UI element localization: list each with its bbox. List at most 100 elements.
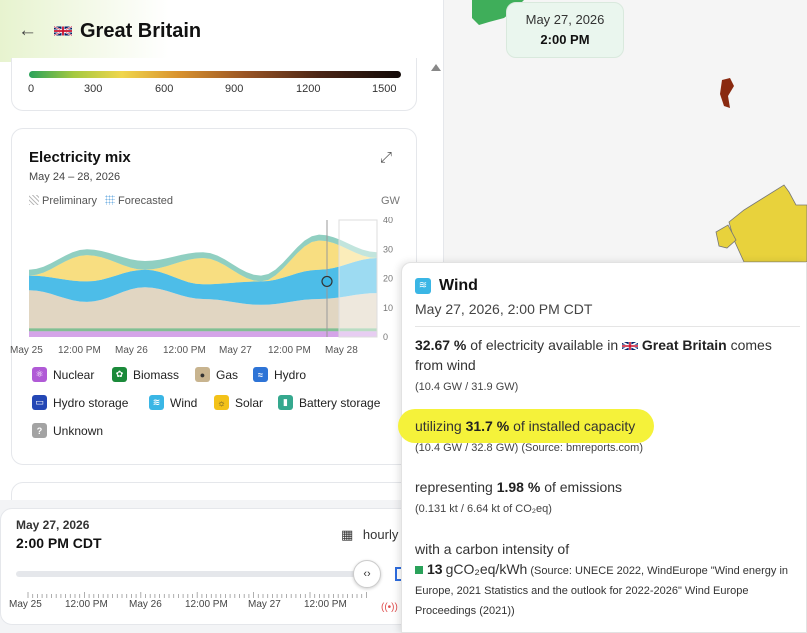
back-button[interactable]: ←	[18, 20, 40, 42]
divider	[415, 326, 800, 327]
share-detail: (10.4 GW / 31.9 GW)	[415, 381, 519, 393]
selected-date: May 27, 2026	[16, 518, 90, 532]
legend-biomass[interactable]: ✿ Biomass	[112, 367, 179, 382]
ci-unit: gCO₂eq/kWh	[445, 561, 528, 577]
live-icon[interactable]: ((•))	[381, 602, 398, 613]
y-tick-label: 30	[383, 244, 393, 254]
legend-hydro-storage[interactable]: ▭ Hydro storage	[32, 395, 128, 410]
legend-label: Gas	[216, 367, 239, 382]
legend-unknown[interactable]: ? Unknown	[32, 423, 103, 438]
legend-label: Wind	[170, 395, 198, 410]
ci-swatch	[415, 566, 423, 574]
map-svg	[472, 0, 807, 263]
waves-icon: ≈	[253, 367, 268, 382]
tooltip-title: Wind	[439, 277, 478, 294]
legend-wind[interactable]: ≋ Wind	[149, 395, 197, 410]
x-tick-label: May 26	[115, 345, 148, 356]
data-quality-legend: Preliminary Forecasted	[29, 195, 173, 207]
y-tick-label: 10	[383, 303, 393, 313]
ci-line: 13 gCO₂eq/kWh (Source: UNECE 2022, WindE…	[415, 559, 800, 621]
arrow-left-icon: ←	[18, 20, 37, 41]
forecasted-label: Forecasted	[118, 195, 174, 207]
legend-label: Nuclear	[53, 367, 95, 382]
tooltip-header: ≋ Wind	[415, 277, 478, 295]
y-tick-label: 40	[383, 217, 393, 225]
share-tail: comes from wind	[415, 337, 772, 373]
mix-date-range: May 24 – 28, 2026	[29, 171, 121, 183]
carbon-scale-card: 0 300 600 900 1200 1500	[11, 58, 417, 111]
util-pct: 31.7 %	[465, 418, 510, 434]
legend-solar[interactable]: ☼ Solar	[214, 395, 263, 410]
preliminary-legend: Preliminary	[29, 195, 97, 207]
scale-tick: 1500	[372, 83, 397, 95]
forecast-region	[338, 219, 378, 338]
range-bracket-icon	[395, 567, 403, 581]
selected-time: 2:00 PM CDT	[16, 535, 102, 551]
timeline-tick: May 27	[248, 599, 281, 610]
nuclear-icon: ⚛	[32, 367, 47, 382]
carbon-scale-gradient	[29, 71, 401, 78]
gas-icon: ●	[195, 367, 210, 382]
x-tick-label: 12:00 PM	[268, 345, 311, 356]
time-controller: May 27, 2026 2:00 PM CDT ▦ hourly ‹› May…	[0, 508, 444, 625]
battery-icon: ▮	[278, 395, 293, 410]
legend-hydro[interactable]: ≈ Hydro	[253, 367, 306, 382]
utilization-text: utilizing 31.7 % of installed capacity	[415, 416, 800, 436]
share-label: of electricity available in	[470, 337, 619, 353]
emis-suffix: of emissions	[544, 479, 623, 495]
interval-selector[interactable]: ▦ hourly	[341, 527, 398, 543]
wind-icon: ≋	[415, 278, 431, 294]
legend-label: Hydro storage	[53, 395, 129, 410]
slider-ticks	[27, 592, 367, 598]
leaf-icon: ✿	[112, 367, 127, 382]
dots-icon	[105, 195, 116, 205]
series-area-solar	[29, 240, 377, 285]
panel-header: ← Great Britain	[0, 0, 443, 62]
forecasted-legend: Forecasted	[105, 195, 173, 207]
mix-title: Electricity mix	[29, 149, 131, 166]
legend-nuclear[interactable]: ⚛ Nuclear	[32, 367, 94, 382]
selected-point[interactable]	[321, 275, 333, 288]
timeline-tick: May 26	[129, 599, 162, 610]
legend-label: Unknown	[53, 423, 104, 438]
mix-chart[interactable]: 40 30 20 10 0	[27, 217, 407, 347]
x-tick-label: May 25	[10, 345, 43, 356]
hydro-storage-icon: ▭	[32, 395, 47, 410]
legend-battery-storage[interactable]: ▮ Battery storage	[278, 395, 380, 410]
map-region-shetland[interactable]	[720, 78, 734, 108]
page-title: Great Britain	[80, 19, 202, 42]
electricity-mix-card: Electricity mix May 24 – 28, 2026 ⤢ Prel…	[10, 128, 417, 465]
wind-tooltip: ≋ Wind May 27, 2026, 2:00 PM CDT 32.67 %…	[398, 262, 807, 633]
legend-gas[interactable]: ● Gas	[195, 367, 238, 382]
series-area-nuclear	[29, 331, 377, 337]
map-time-badge: May 27, 2026 2:00 PM	[506, 2, 624, 58]
share-text: 32.67 % of electricity available in Grea…	[415, 335, 800, 375]
legend-label: Biomass	[133, 367, 180, 382]
emis-detail: (0.131 kt / 6.64 kt of CO₂eq)	[415, 503, 552, 515]
wind-icon: ≋	[149, 395, 164, 410]
series-area-battery-storage	[29, 234, 377, 282]
timeline-tick: May 25	[9, 599, 42, 610]
map-time: 2:00 PM	[540, 32, 590, 47]
map-region-scotland[interactable]	[728, 184, 807, 263]
emis-prefix: representing	[415, 479, 493, 495]
share-pct: 32.67 %	[415, 337, 467, 353]
scale-tick: 900	[225, 83, 244, 95]
y-tick-label: 0	[383, 332, 388, 342]
scroll-up-arrow[interactable]	[431, 64, 441, 71]
scale-tick: 1200	[296, 83, 321, 95]
unit-label: GW	[381, 195, 400, 207]
uk-flag-icon	[54, 25, 72, 37]
time-slider-handle[interactable]: ‹›	[353, 560, 381, 588]
emis-pct: 1.98 %	[496, 479, 541, 495]
map-region-hebrides[interactable]	[715, 224, 737, 249]
scale-tick: 0	[28, 83, 35, 95]
map-date: May 27, 2026	[525, 12, 605, 27]
expand-icon[interactable]: ⤢	[380, 149, 393, 166]
interval-label: hourly	[362, 527, 399, 542]
emissions-text: representing 1.98 % of emissions	[415, 477, 800, 497]
time-slider-track[interactable]	[16, 571, 376, 577]
legend-label: Solar	[235, 395, 264, 410]
calendar-icon: ▦	[341, 527, 354, 542]
question-icon: ?	[32, 423, 47, 438]
